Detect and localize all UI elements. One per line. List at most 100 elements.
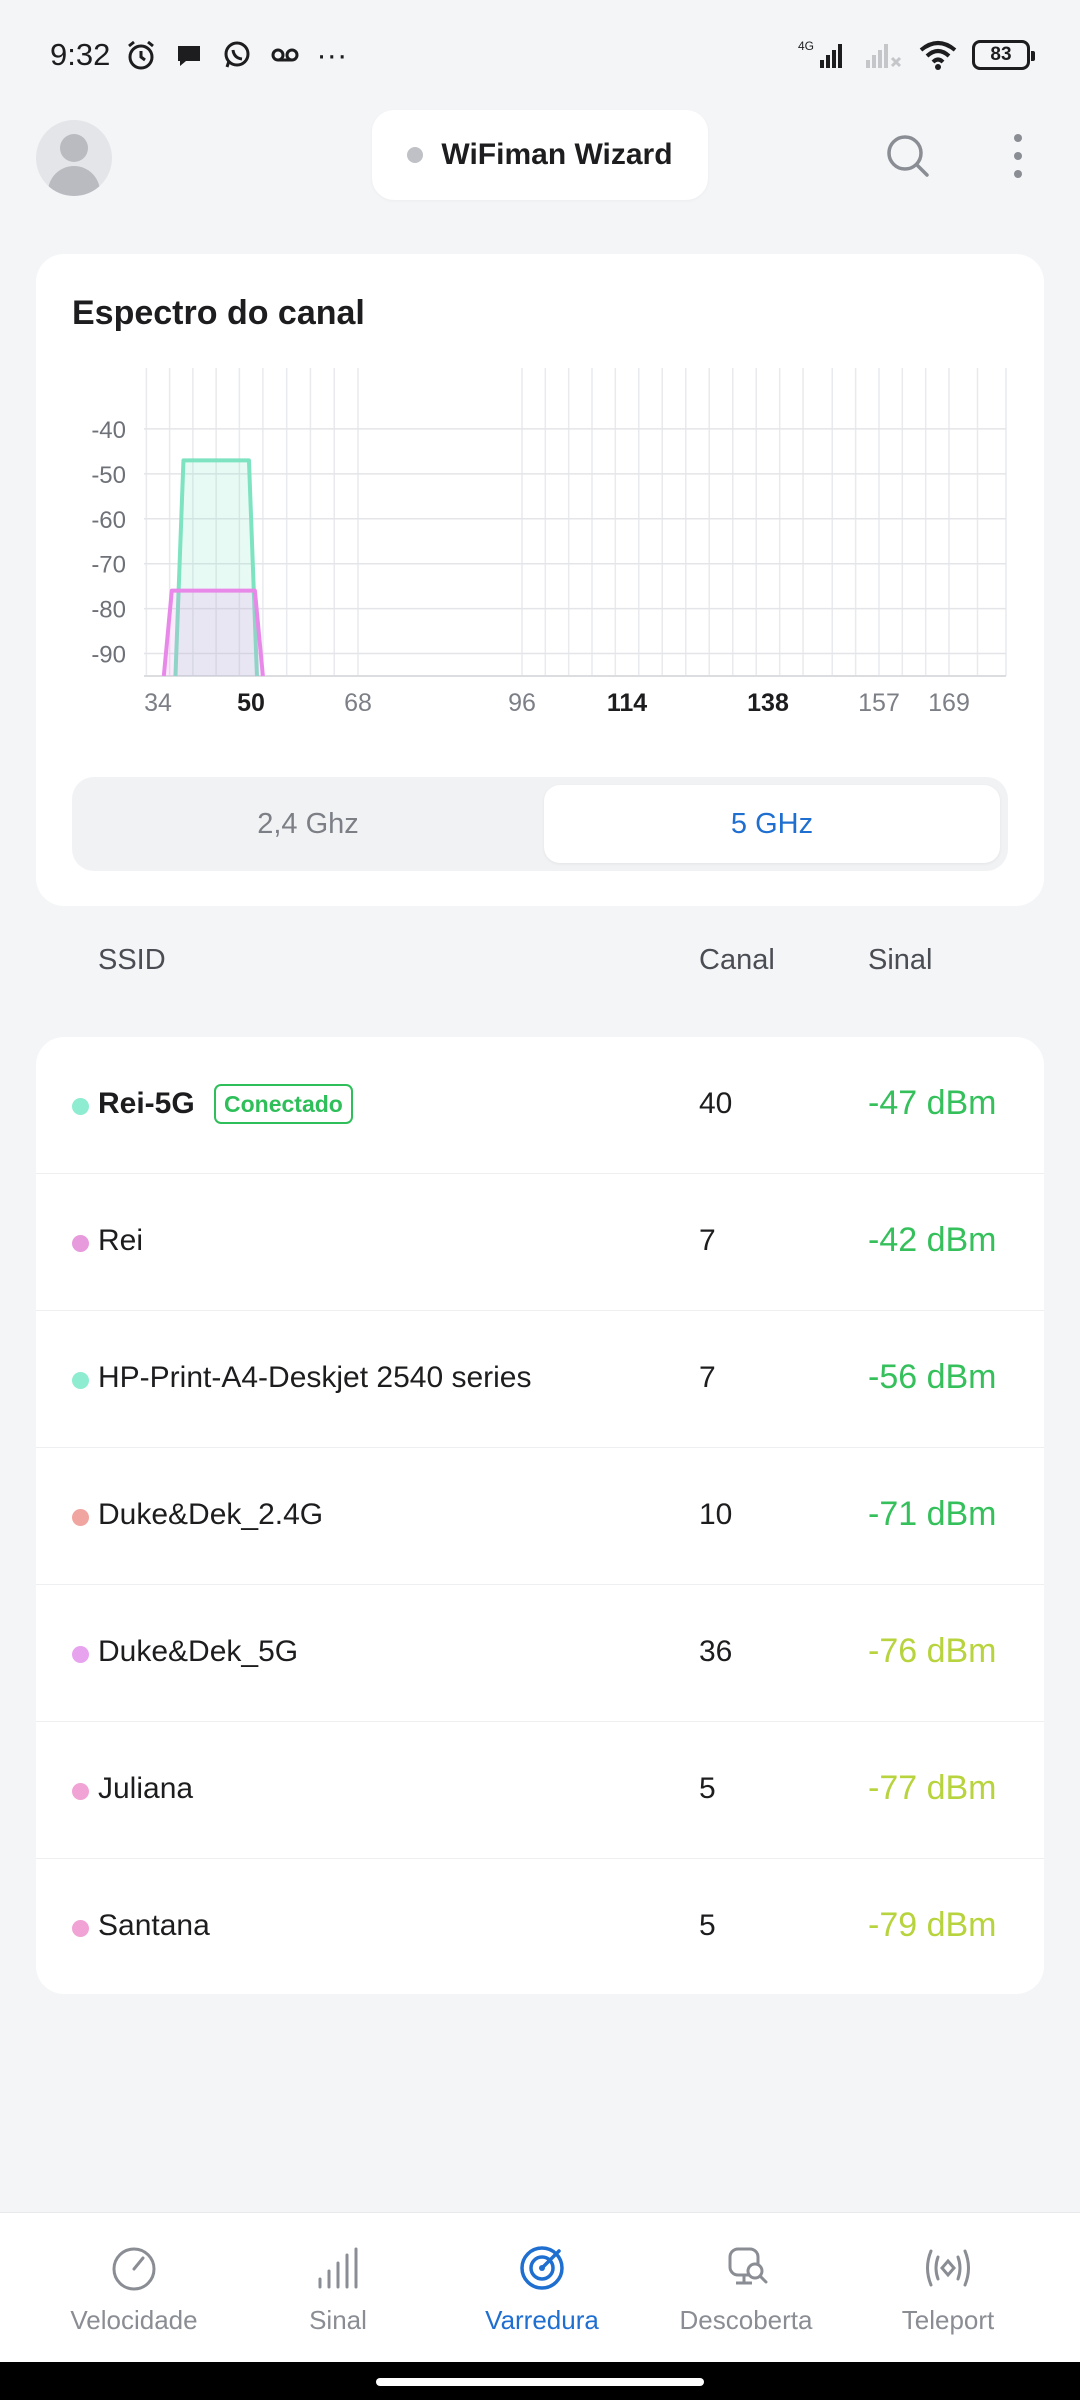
network-signal: -42 dBm — [868, 1221, 997, 1259]
network-ssid: Rei — [98, 1224, 144, 1257]
x-tick-label: 34 — [144, 689, 172, 717]
x-tick-label: 114 — [607, 689, 647, 717]
signal-bars-icon — [318, 2247, 358, 2289]
x-tick-label: 157 — [858, 689, 900, 717]
network-color-dot — [72, 1235, 89, 1252]
network-color-dot — [72, 1372, 89, 1389]
band-toggle: 2,4 Ghz 5 GHz — [72, 777, 1008, 871]
voicemail-icon — [271, 48, 299, 62]
avatar[interactable] — [36, 120, 112, 196]
band-option-5ghz[interactable]: 5 GHz — [544, 785, 1000, 863]
network-channel: 7 — [699, 1361, 716, 1394]
bottom-navigation: Velocidade Sinal Varredura Descoberta — [0, 2212, 1080, 2362]
band-option-2-4ghz[interactable]: 2,4 Ghz — [257, 807, 359, 840]
network-channel: 10 — [699, 1498, 733, 1531]
network-signal: -76 dBm — [868, 1632, 997, 1670]
network-ssid: Juliana — [98, 1772, 194, 1805]
nav-label-descoberta: Descoberta — [679, 2305, 813, 2335]
network-signal: -71 dBm — [868, 1495, 997, 1533]
nav-tab-velocidade[interactable]: Velocidade — [32, 2213, 236, 2363]
avatar-head-shape — [60, 134, 88, 162]
nav-label-velocidade: Velocidade — [70, 2305, 198, 2335]
nav-label-sinal: Sinal — [309, 2305, 367, 2335]
signal-area — [163, 590, 263, 676]
network-ssid: Duke&Dek_5G — [98, 1635, 299, 1668]
network-channel: 7 — [699, 1224, 716, 1257]
x-tick-label: 138 — [747, 689, 789, 717]
network-list: Rei-5G Conectado 40 -47 dBm Rei 7 -42 dBm HP-Pr… — [36, 1037, 1044, 1994]
wizard-button[interactable]: WiFiman Wizard — [372, 110, 708, 200]
network-ssid: Santana — [98, 1909, 210, 1942]
network-ssid: Rei-5G — [98, 1087, 195, 1120]
discovery-icon — [728, 2247, 768, 2285]
radar-scan-icon — [520, 2246, 564, 2290]
nav-tab-teleport[interactable]: Teleport — [846, 2213, 1050, 2363]
column-header-canal[interactable]: Canal — [699, 944, 775, 976]
battery-indicator: 83 — [972, 40, 1035, 70]
nav-label-teleport: Teleport — [901, 2305, 995, 2335]
signal-area — [175, 460, 257, 676]
connected-badge: Conectado — [214, 1084, 353, 1124]
x-tick-label: 68 — [344, 689, 372, 717]
y-tick-label: -50 — [91, 462, 126, 489]
more-notifications-icon: ··· — [316, 37, 348, 72]
search-icon[interactable] — [880, 128, 936, 184]
y-tick-label: -40 — [91, 417, 126, 444]
network-channel: 36 — [699, 1635, 733, 1668]
wifi-icon — [919, 41, 957, 70]
status-bar: 9:32 ··· 4G — [0, 0, 1080, 110]
y-tick-label: -90 — [91, 642, 126, 669]
avatar-body-shape — [48, 166, 100, 196]
network-table-header: SSID Canal Sinal — [0, 940, 1080, 990]
network-ssid: HP-Print-A4-Deskjet 2540 series — [98, 1361, 532, 1394]
status-right: 4G 83 — [798, 38, 1035, 72]
nav-tab-varredura[interactable]: Varredura — [440, 2213, 644, 2363]
app-header: WiFiman Wizard — [0, 110, 1080, 260]
network-color-dot — [72, 1920, 89, 1937]
x-tick-label: 50 — [237, 689, 265, 717]
network-ssid: Duke&Dek_2.4G — [98, 1498, 324, 1531]
wizard-status-dot — [407, 147, 424, 163]
clock-time: 9:32 — [50, 37, 111, 72]
network-color-dot — [72, 1783, 89, 1800]
column-header-sinal[interactable]: Sinal — [868, 944, 933, 976]
network-signal: -77 dBm — [868, 1769, 997, 1807]
status-left: 9:32 ··· — [50, 37, 347, 73]
cell-signal-2-icon — [866, 44, 902, 68]
whatsapp-icon — [224, 41, 250, 68]
home-gesture-bar[interactable] — [376, 2378, 704, 2386]
network-color-dot — [72, 1098, 89, 1115]
network-row[interactable]: Santana 5 -79 dBm — [36, 1859, 1044, 1994]
network-row[interactable]: Juliana 5 -77 dBm — [36, 1722, 1044, 1859]
y-tick-label: -80 — [91, 597, 126, 624]
network-channel: 40 — [699, 1087, 733, 1120]
nav-label-varredura: Varredura — [485, 2305, 599, 2335]
signal-outline — [173, 458, 259, 677]
network-row[interactable]: Rei-5G Conectado 40 -47 dBm — [36, 1037, 1044, 1174]
teleport-icon — [926, 2249, 970, 2287]
alarm-icon — [128, 40, 155, 70]
y-tick-label: -60 — [91, 507, 126, 534]
network-row[interactable]: HP-Print-A4-Deskjet 2540 series 7 -56 dBm — [36, 1311, 1044, 1448]
network-signal: -56 dBm — [868, 1358, 997, 1396]
network-row[interactable]: Duke&Dek_2.4G 10 -71 dBm — [36, 1448, 1044, 1585]
more-options-icon[interactable] — [990, 128, 1046, 184]
nav-tab-descoberta[interactable]: Descoberta — [644, 2213, 848, 2363]
y-tick-label: -70 — [91, 552, 126, 579]
network-row[interactable]: Rei 7 -42 dBm — [36, 1174, 1044, 1311]
cell-signal-icon: 4G — [798, 39, 842, 68]
network-channel: 5 — [699, 1772, 716, 1805]
network-row[interactable]: Duke&Dek_5G 36 -76 dBm — [36, 1585, 1044, 1722]
network-type-label: 4G — [798, 39, 814, 53]
system-gesture-area — [0, 2362, 1080, 2400]
channel-spectrum-card: Espectro do canal -40 -50 -60 -70 -80 -90 34 50… — [36, 254, 1044, 906]
wizard-label: WiFiman Wizard — [441, 138, 673, 171]
column-header-ssid[interactable]: SSID — [98, 944, 166, 976]
network-channel: 5 — [699, 1909, 716, 1942]
nav-tab-sinal[interactable]: Sinal — [236, 2213, 440, 2363]
chat-bubble-icon — [178, 46, 201, 66]
spectrum-title: Espectro do canal — [72, 294, 365, 332]
x-tick-label: 169 — [928, 689, 970, 717]
network-color-dot — [72, 1646, 89, 1663]
network-color-dot — [72, 1509, 89, 1526]
